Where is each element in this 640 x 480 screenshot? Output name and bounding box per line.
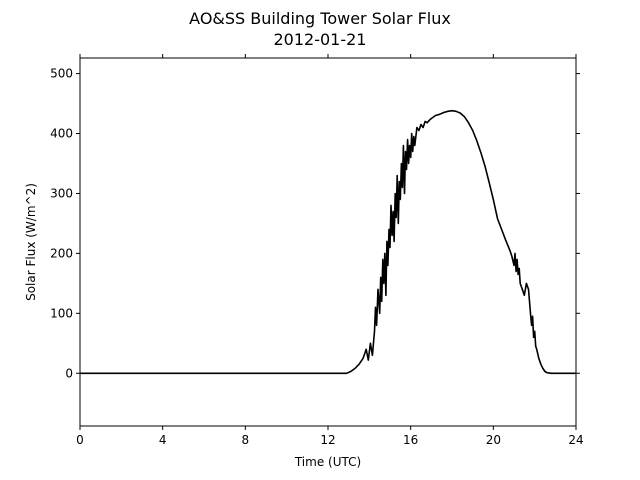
y-tick-label: 300 (50, 186, 73, 200)
x-tick-label: 8 (242, 433, 250, 447)
y-tick-label: 0 (65, 366, 73, 380)
x-tick-label: 12 (320, 433, 335, 447)
x-tick-label: 20 (486, 433, 501, 447)
y-tick-label: 200 (50, 246, 73, 260)
solar-flux-series-line (80, 109, 576, 375)
y-axis: 0 100 200 300 400 500 (50, 67, 580, 380)
plot-frame (79, 57, 577, 427)
y-axis-label: Solar Flux (W/m^2) (24, 183, 38, 301)
x-tick-label: 16 (403, 433, 418, 447)
y-tick-label: 100 (50, 306, 73, 320)
x-tick-label: 0 (76, 433, 84, 447)
chart-subtitle: 2012-01-21 (274, 30, 367, 49)
x-tick-label: 4 (159, 433, 167, 447)
x-axis-label: Time (UTC) (294, 455, 361, 469)
y-tick-label: 400 (50, 127, 73, 141)
chart-title: AO&SS Building Tower Solar Flux (189, 9, 451, 28)
y-tick-label: 500 (50, 67, 73, 81)
x-axis: 0 4 8 12 16 20 24 (76, 54, 584, 447)
plot-area (79, 57, 577, 427)
x-tick-label: 24 (568, 433, 583, 447)
